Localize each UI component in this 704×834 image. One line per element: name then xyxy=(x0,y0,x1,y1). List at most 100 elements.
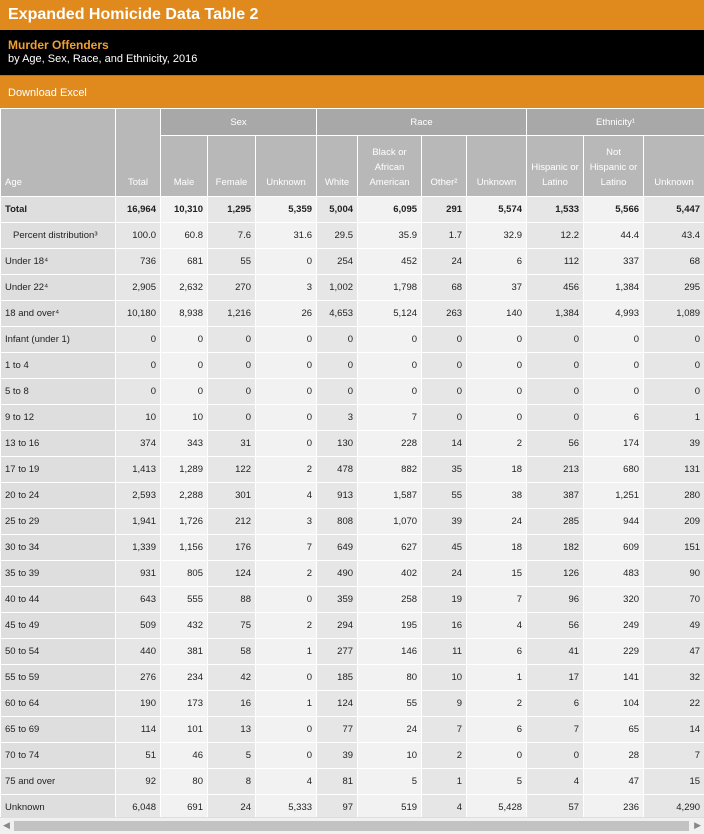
cell: 18 xyxy=(466,534,528,561)
cell: 691 xyxy=(160,794,208,821)
column-header: Male xyxy=(160,135,208,197)
cell: 15 xyxy=(643,768,704,795)
cell: 10 xyxy=(115,404,161,431)
cell: 0 xyxy=(254,664,318,691)
cell: 114 xyxy=(115,716,161,743)
cell: 228 xyxy=(357,430,423,457)
cell: 37 xyxy=(466,274,528,301)
cell: 270 xyxy=(207,274,256,301)
cell: 882 xyxy=(357,456,423,483)
download-link[interactable]: Download Excel xyxy=(8,87,87,99)
row-label: 65 to 69 xyxy=(0,716,116,743)
cell: 0 xyxy=(316,326,359,353)
cell: 6 xyxy=(526,690,585,717)
row-label: 60 to 64 xyxy=(0,690,116,717)
cell: 3 xyxy=(316,404,359,431)
cell: 1,216 xyxy=(207,300,256,327)
cell: 182 xyxy=(526,534,585,561)
cell: 131 xyxy=(643,456,704,483)
cell: 124 xyxy=(207,560,256,587)
scroll-right[interactable]: ▶ xyxy=(694,820,701,830)
row-label: Unknown xyxy=(0,794,116,821)
cell: 276 xyxy=(115,664,161,691)
cell: 456 xyxy=(526,274,585,301)
scroll-left[interactable]: ◀ xyxy=(3,820,10,830)
cell: 0 xyxy=(526,378,585,405)
column-header: Female xyxy=(207,135,256,197)
cell: 0 xyxy=(421,352,468,379)
cell: 90 xyxy=(643,560,704,587)
cell: 5 xyxy=(207,742,256,769)
cell: 81 xyxy=(316,768,359,795)
cell: 104 xyxy=(583,690,645,717)
cell: 0 xyxy=(466,378,528,405)
cell: 101 xyxy=(160,716,208,743)
table-row: 40 to 44 643 555 88 0 359 258 19 7 96 320 70 xyxy=(0,586,704,613)
cell: 77 xyxy=(316,716,359,743)
cell: 736 xyxy=(115,248,161,275)
cell: 381 xyxy=(160,638,208,665)
cell: 0 xyxy=(160,378,208,405)
cell: 2 xyxy=(254,456,318,483)
column-header: Other² xyxy=(421,135,468,197)
cell: 6 xyxy=(466,716,528,743)
cell: 2,632 xyxy=(160,274,208,301)
cell: 15 xyxy=(466,560,528,587)
cell: 0 xyxy=(526,404,585,431)
cell: 236 xyxy=(583,794,645,821)
table-body: Total 16,964 10,310 1,295 5,359 5,004 6,095 291… xyxy=(0,196,704,821)
cell: 0 xyxy=(254,326,318,353)
cell: 609 xyxy=(583,534,645,561)
cell: 7 xyxy=(466,586,528,613)
cell: 490 xyxy=(316,560,359,587)
row-label: 17 to 19 xyxy=(0,456,116,483)
cell: 0 xyxy=(526,742,585,769)
cell: 0 xyxy=(254,716,318,743)
cell: 173 xyxy=(160,690,208,717)
cell: 483 xyxy=(583,560,645,587)
column-row: Male Female Unknown White Black or African A… xyxy=(1,135,704,197)
row-label: 25 to 29 xyxy=(0,508,116,535)
cell: 931 xyxy=(115,560,161,587)
table-row: 13 to 16 374 343 31 0 130 228 14 2 56 174 39 xyxy=(0,430,704,457)
cell: 32.9 xyxy=(466,222,528,249)
cell: 387 xyxy=(526,482,585,509)
cell: 432 xyxy=(160,612,208,639)
cell: 5,004 xyxy=(316,196,359,223)
cell: 4,653 xyxy=(316,300,359,327)
cell: 320 xyxy=(583,586,645,613)
table-row: 35 to 39 931 805 124 2 490 402 24 15 126 483 90 xyxy=(0,560,704,587)
cell: 80 xyxy=(160,768,208,795)
table-row: 20 to 24 2,593 2,288 301 4 913 1,587 55 38 387 1,2… xyxy=(0,482,704,509)
cell: 0 xyxy=(207,326,256,353)
cell: 234 xyxy=(160,664,208,691)
cell: 8 xyxy=(207,768,256,795)
cell: 100.0 xyxy=(115,222,161,249)
cell: 9 xyxy=(421,690,468,717)
data-table: Age Total Sex Race Ethnicity¹ Male Female Unkno… xyxy=(0,108,704,821)
cell: 0 xyxy=(160,326,208,353)
scroll-thumb[interactable] xyxy=(14,821,689,831)
cell: 0 xyxy=(466,742,528,769)
column-header: White xyxy=(316,135,359,197)
cell: 0 xyxy=(207,404,256,431)
horizontal-scrollbar[interactable]: ◀ ▶ xyxy=(0,817,704,834)
cell: 12.2 xyxy=(526,222,585,249)
cell: 4 xyxy=(254,768,318,795)
title-band: Murder Offenders by Age, Sex, Race, and … xyxy=(0,30,704,75)
row-label: 75 and over xyxy=(0,768,116,795)
cell: 301 xyxy=(207,482,256,509)
cell: 122 xyxy=(207,456,256,483)
cell: 49 xyxy=(643,612,704,639)
row-label: 13 to 16 xyxy=(0,430,116,457)
table-row: 55 to 59 276 234 42 0 185 80 10 1 17 141 32 xyxy=(0,664,704,691)
cell: 805 xyxy=(160,560,208,587)
row-label: Under 22⁴ xyxy=(0,274,116,301)
cell: 24 xyxy=(207,794,256,821)
cell: 680 xyxy=(583,456,645,483)
table-row: Unknown 6,048 691 24 5,333 97 519 4 5,428 57 236 4,… xyxy=(0,794,704,821)
cell: 13 xyxy=(207,716,256,743)
cell: 2 xyxy=(254,612,318,639)
